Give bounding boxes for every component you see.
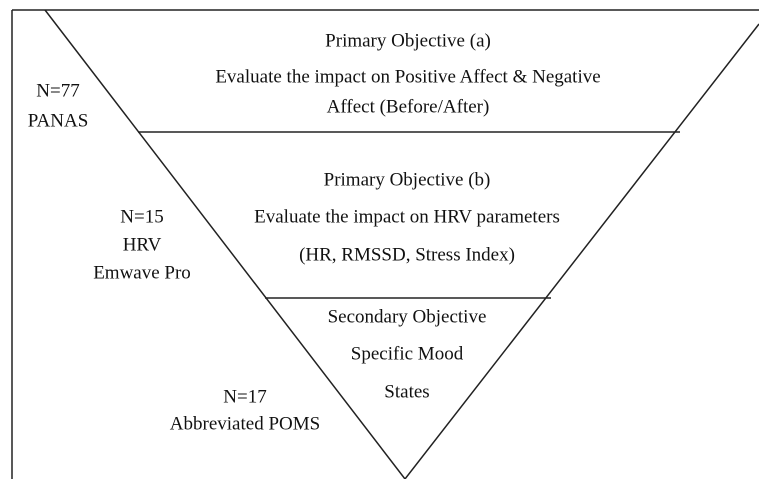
objective-text: Evaluate the impact on HRV parameters <box>254 206 560 227</box>
objective-title: Secondary Objective <box>328 306 487 327</box>
objective-text: Specific Mood <box>351 343 464 364</box>
funnel-outline <box>44 9 759 479</box>
sample-label: N=77 <box>36 80 79 101</box>
objective-title: Primary Objective (a) <box>325 30 491 51</box>
objective-text: Affect (Before/After) <box>327 96 490 117</box>
objective-text: States <box>384 381 429 402</box>
sample-label: N=17 <box>223 386 266 407</box>
sample-label: PANAS <box>28 110 89 131</box>
sample-label: N=15 <box>120 206 163 227</box>
objective-text: (HR, RMSSD, Stress Index) <box>299 244 515 265</box>
objective-text: Evaluate the impact on Positive Affect &… <box>215 66 600 87</box>
sample-label: Abbreviated POMS <box>170 413 320 434</box>
sample-label: Emwave Pro <box>93 262 191 283</box>
objective-title: Primary Objective (b) <box>324 169 491 190</box>
sample-label: HRV <box>123 234 162 255</box>
